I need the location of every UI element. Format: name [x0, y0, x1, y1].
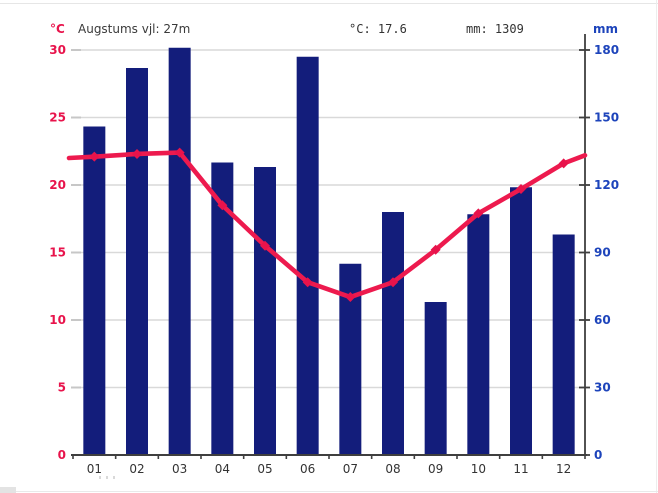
temp-point-01 [89, 151, 100, 162]
precip-bar-12 [552, 234, 575, 455]
precip-axis-tick-label: 150 [594, 111, 619, 125]
watermark-dots-artifact [99, 476, 117, 479]
temp-axis-tick-label: 30 [49, 43, 66, 57]
temp-axis-tick-label: 0 [58, 448, 66, 462]
precip-bar-01 [83, 126, 106, 455]
month-label-06: 06 [300, 462, 315, 476]
month-label-12: 12 [556, 462, 571, 476]
temp-point-06 [302, 277, 313, 288]
temp-point-12 [558, 158, 569, 169]
temp-point-09 [430, 244, 441, 255]
temp-point-11 [516, 184, 526, 195]
temperature-line [66, 150, 588, 300]
temp-axis-tick-label: 25 [49, 111, 66, 125]
temp-point-03 [174, 147, 185, 158]
image-bottom-border [0, 491, 658, 492]
precip-bar-02 [126, 68, 148, 455]
month-label-07: 07 [343, 462, 358, 476]
month-label-09: 09 [428, 462, 443, 476]
month-label-03: 03 [172, 462, 187, 476]
altitude-label: Augstums vjl: 27m [78, 22, 191, 36]
temp-axis-tick-label: 20 [49, 178, 66, 192]
precip-bar-06 [296, 56, 319, 455]
temp-point-08 [388, 277, 398, 288]
month-label-11: 11 [513, 462, 528, 476]
temp-axis-tick-label: 15 [49, 246, 66, 260]
precip-bar-04 [211, 162, 234, 455]
temp-point-07 [345, 292, 356, 303]
month-label-02: 02 [129, 462, 144, 476]
temp-point-10 [473, 208, 484, 219]
precip-bar-10 [467, 214, 490, 455]
temp-point-05 [260, 240, 270, 251]
precip-axis-tick-label: 30 [594, 381, 611, 395]
precip-axis-tick-label: 180 [594, 43, 619, 57]
average-temperature-stat: °C: 17.6 [349, 22, 407, 36]
precip-bar-11 [510, 187, 532, 455]
right-axis-unit-label: mm [593, 22, 619, 36]
precip-bar-08 [382, 212, 404, 455]
precip-bar-09 [424, 302, 447, 455]
precip-axis-tick-label: 60 [594, 313, 611, 327]
month-label-08: 08 [385, 462, 400, 476]
precip-bar-03 [168, 47, 191, 455]
temp-point-04 [217, 200, 228, 211]
image-right-border [656, 0, 657, 493]
month-label-01: 01 [87, 462, 102, 476]
annual-precipitation-stat: mm: 1309 [466, 22, 524, 36]
temp-point-02 [132, 148, 142, 159]
precip-bar-05 [254, 167, 276, 455]
temp-axis-tick-label: 10 [49, 313, 66, 327]
precip-bar-07 [339, 263, 362, 455]
month-label-05: 05 [257, 462, 272, 476]
temp-axis-tick-label: 5 [58, 381, 66, 395]
month-label-04: 04 [215, 462, 230, 476]
image-top-border [0, 3, 658, 4]
precip-axis-tick-label: 0 [594, 448, 602, 462]
precip-axis-tick-label: 90 [594, 246, 611, 260]
month-label-10: 10 [471, 462, 486, 476]
left-axis-unit-label: °C [50, 22, 65, 36]
precip-axis-tick-label: 120 [594, 178, 619, 192]
bottom-left-artifact [0, 487, 16, 493]
